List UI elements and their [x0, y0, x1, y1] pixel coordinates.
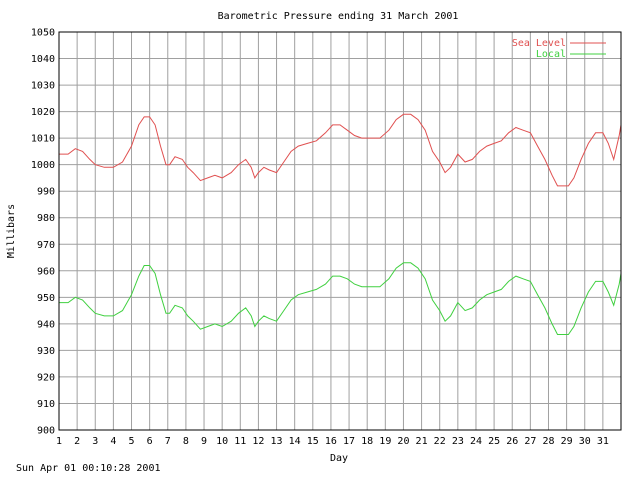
x-tick-label: 24 — [470, 436, 482, 447]
y-tick-label: 960 — [37, 266, 55, 277]
chart-title: Barometric Pressure ending 31 March 2001 — [218, 11, 459, 22]
x-tick-label: 2 — [74, 436, 80, 447]
y-tick-label: 950 — [37, 293, 55, 304]
x-tick-label: 12 — [252, 436, 264, 447]
x-tick-label: 21 — [416, 436, 428, 447]
timestamp-footer: Sun Apr 01 00:10:28 2001 — [16, 463, 161, 474]
series-line-sea-level — [59, 113, 622, 187]
x-tick-label: 8 — [183, 436, 189, 447]
legend-label-sea-level: Sea Level — [512, 38, 566, 49]
x-tick-label: 3 — [92, 436, 98, 447]
y-tick-label: 930 — [37, 346, 55, 357]
y-tick-label: 920 — [37, 372, 55, 383]
legend: Sea Level Local — [512, 38, 606, 60]
x-tick-label: 23 — [452, 436, 464, 447]
x-tick-label: 13 — [271, 436, 283, 447]
y-tick-label: 910 — [37, 399, 55, 410]
x-tick-label: 22 — [434, 436, 446, 447]
x-tick-label: 25 — [488, 436, 500, 447]
x-tick-label: 1 — [56, 436, 62, 447]
x-tick-label: 19 — [379, 436, 391, 447]
series-line-local — [59, 262, 622, 335]
x-tick-label: 11 — [234, 436, 246, 447]
x-tick-label: 30 — [579, 436, 591, 447]
y-tick-label: 1000 — [31, 160, 55, 171]
x-tick-label: 6 — [147, 436, 153, 447]
y-tick-labels: 900 910 920 930 940 950 960 970 980 990 1000 1010 10… — [31, 28, 55, 437]
x-tick-label: 29 — [561, 436, 573, 447]
y-tick-label: 990 — [37, 187, 55, 198]
x-tick-label: 27 — [524, 436, 536, 447]
x-tick-label: 20 — [397, 436, 409, 447]
x-tick-label: 9 — [201, 436, 207, 447]
x-tick-label: 31 — [597, 436, 609, 447]
plot-frame — [58, 31, 622, 431]
x-tick-label: 4 — [110, 436, 116, 447]
legend-label-local: Local — [536, 49, 566, 60]
x-tick-label: 16 — [325, 436, 337, 447]
x-axis-label: Day — [330, 453, 348, 464]
y-tick-label: 940 — [37, 319, 55, 330]
x-tick-label: 15 — [307, 436, 319, 447]
x-tick-label: 17 — [343, 436, 355, 447]
y-tick-label: 900 — [37, 426, 55, 437]
x-tick-label: 10 — [216, 436, 228, 447]
y-tick-label: 1030 — [31, 81, 55, 92]
grid — [58, 31, 621, 431]
x-tick-label: 28 — [542, 436, 554, 447]
y-tick-label: 1040 — [31, 54, 55, 65]
x-tick-label: 7 — [165, 436, 171, 447]
x-tick-labels: 1 2 3 4 5 6 7 8 9 10 11 12 13 14 15 16 17 18 19 20 21 22 23 24 2… — [56, 436, 609, 447]
y-tick-label: 1020 — [31, 107, 55, 118]
y-tick-label: 1010 — [31, 134, 55, 145]
y-tick-label: 970 — [37, 240, 55, 251]
y-tick-label: 980 — [37, 213, 55, 224]
y-axis-label: Millibars — [6, 204, 17, 258]
x-tick-label: 5 — [129, 436, 135, 447]
x-tick-label: 26 — [506, 436, 518, 447]
x-tick-label: 14 — [289, 436, 301, 447]
x-tick-label: 18 — [361, 436, 373, 447]
series-lines — [59, 113, 622, 335]
y-tick-label: 1050 — [31, 28, 55, 39]
